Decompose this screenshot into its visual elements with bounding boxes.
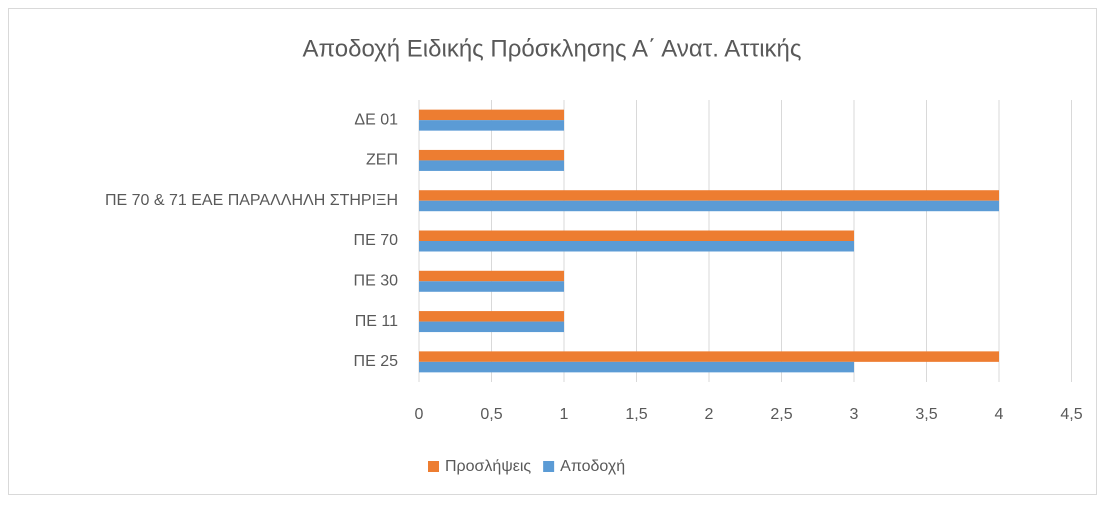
- legend-swatch: [428, 461, 439, 472]
- bar: [419, 281, 564, 292]
- y-tick-label: ΠΕ 25: [354, 353, 399, 370]
- x-tick-label: 0: [415, 406, 424, 423]
- chart-title: Αποδοχή Ειδικής Πρόσκλησης Α΄ Ανατ. Αττι…: [303, 35, 802, 62]
- x-tick-label: 3,5: [915, 406, 937, 423]
- bar: [419, 109, 564, 121]
- bar: [419, 120, 564, 131]
- bar: [419, 149, 564, 161]
- x-tick-label: 2,5: [770, 406, 792, 423]
- bar: [419, 351, 999, 362]
- bar: [419, 270, 564, 282]
- y-tick-label: ΠΕ 70 & 71 ΕΑΕ ΠΑΡΑΛΛΗΛΗ ΣΤΗΡΙΞΗ: [105, 192, 398, 209]
- y-tick-label: ΠΕ 30: [354, 273, 399, 290]
- bar: [419, 321, 564, 333]
- x-tick-label: 1: [560, 406, 569, 423]
- x-tick-label: 2: [705, 406, 714, 423]
- x-tick-label: 1,5: [625, 406, 647, 423]
- bar: [419, 160, 564, 171]
- legend-label: Αποδοχή: [560, 458, 625, 475]
- x-tick-label: 0,5: [480, 406, 502, 423]
- y-tick-label: ΠΕ 70: [354, 232, 399, 249]
- bar: [419, 361, 854, 373]
- x-tick-label: 4: [995, 406, 1004, 423]
- bar: [419, 230, 854, 241]
- x-tick-label: 4,5: [1060, 406, 1082, 423]
- x-tick-label: 3: [850, 406, 859, 423]
- legend-swatch: [543, 461, 555, 472]
- y-tick-label: ΠΕ 11: [355, 313, 398, 330]
- legend-label: Προσλήψεις: [445, 458, 531, 475]
- bar: [419, 200, 999, 212]
- y-tick-label: ΔΕ 01: [354, 111, 398, 128]
- bar: [419, 241, 854, 252]
- bar: [419, 190, 999, 201]
- bar: [419, 311, 564, 322]
- y-tick-label: ΖΕΠ: [366, 152, 398, 169]
